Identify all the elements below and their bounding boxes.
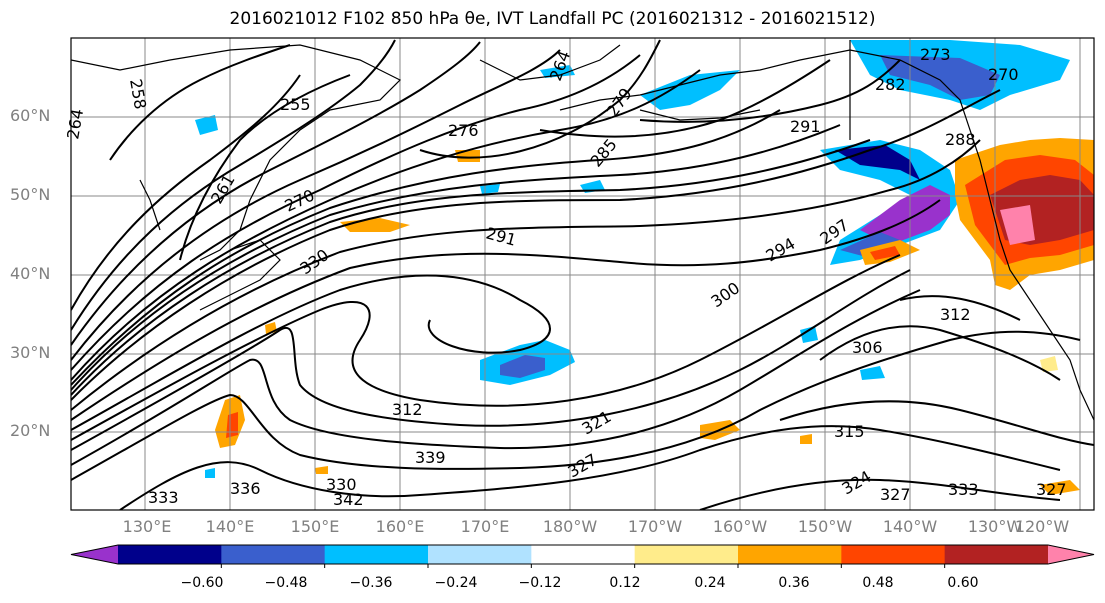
graticule	[71, 38, 1094, 510]
lon-label: 180°W	[542, 517, 598, 536]
contour-label: 312	[940, 305, 971, 324]
colorbar-extend-low	[71, 545, 118, 564]
coastlines	[71, 40, 1094, 421]
contour-label: 327	[1036, 480, 1067, 499]
map-frame	[70, 37, 1095, 511]
contour-label: 291	[790, 117, 821, 136]
contour-label: 291	[484, 224, 518, 250]
lat-label: 40°N	[10, 264, 51, 283]
colorbar-tick-label: −0.48	[264, 575, 308, 591]
lat-label: 50°N	[10, 185, 51, 204]
shaded-anomalies	[195, 40, 1094, 495]
colorbar	[70, 544, 1095, 568]
colorbar-segment	[738, 545, 842, 564]
colorbar-segment	[944, 545, 1049, 564]
lat-label: 30°N	[10, 343, 51, 362]
colorbar-tick-label: 0.24	[694, 575, 726, 591]
lon-label: 150°E	[290, 517, 340, 536]
contour-label: 288	[945, 130, 976, 149]
contour-label: 312	[392, 400, 423, 419]
colorbar-segment	[221, 545, 326, 564]
contour-label: 270	[282, 185, 318, 215]
contour-label: 285	[587, 135, 621, 171]
colorbar-tick-label: 0.60	[947, 575, 979, 591]
lon-label: 130°W	[967, 517, 1023, 536]
contour-label: 324	[839, 467, 875, 499]
contour-label: 336	[230, 479, 261, 498]
lon-label: 130°E	[122, 517, 172, 536]
colorbar-outline	[70, 544, 1095, 565]
colorbar-tick-label: −0.12	[518, 575, 562, 591]
contour-label: 306	[852, 338, 883, 357]
lon-label: 170°E	[460, 517, 510, 536]
colorbar-tick-label: −0.36	[349, 575, 393, 591]
colorbar-segment	[634, 545, 739, 564]
colorbar-extend-high	[1048, 545, 1094, 564]
contour-label: 315	[834, 422, 865, 441]
lon-label: 170°W	[627, 517, 683, 536]
lon-label: 140°E	[205, 517, 255, 536]
lon-label: 120°W	[1014, 517, 1070, 536]
colorbar-segment	[118, 545, 222, 564]
lon-label: 160°E	[375, 517, 425, 536]
contour-label: 342	[333, 490, 364, 509]
contour-label: 294	[763, 234, 799, 266]
theta-e-contours	[71, 39, 1094, 510]
contour-label: 333	[148, 488, 179, 507]
colorbar-tick-label: −0.24	[434, 575, 478, 591]
contour-labels: 258 264 255 276 285 279 264 291 282 273 …	[63, 45, 1066, 509]
contour-label: 330	[326, 475, 357, 494]
colorbar-segment	[428, 545, 532, 564]
contour-label: 255	[280, 95, 311, 114]
lon-label: 150°W	[797, 517, 853, 536]
lon-label: 140°W	[882, 517, 938, 536]
contour-label: 321	[579, 407, 615, 439]
contour-label: 273	[920, 45, 951, 64]
contour-label: 276	[448, 121, 479, 140]
colorbar-tick-label: 0.36	[778, 575, 810, 591]
colorbar-tick-label: 0.12	[609, 575, 641, 591]
colorbar-segment	[841, 545, 946, 564]
lon-label: 160°W	[712, 517, 768, 536]
chart-title: 2016021012 F102 850 hPa θe, IVT Landfall…	[229, 9, 876, 29]
contour-label: 330	[296, 245, 332, 278]
colorbar-tick-label: 0.48	[862, 575, 894, 591]
lat-label: 60°N	[10, 106, 51, 125]
colorbar-segment	[324, 545, 429, 564]
contour-label: 264	[63, 107, 87, 140]
contour-label: 327	[880, 485, 911, 504]
colorbar-segment	[531, 545, 636, 564]
contour-label: 282	[875, 75, 906, 94]
contour-label: 258	[126, 77, 150, 110]
contour-label: 300	[707, 278, 743, 311]
contour-label: 279	[603, 84, 636, 120]
contour-label: 339	[415, 448, 446, 467]
contour-label: 333	[948, 480, 979, 499]
contour-label: 270	[988, 65, 1019, 84]
lat-label: 20°N	[10, 421, 51, 440]
colorbar-tick-label: −0.60	[180, 575, 224, 591]
